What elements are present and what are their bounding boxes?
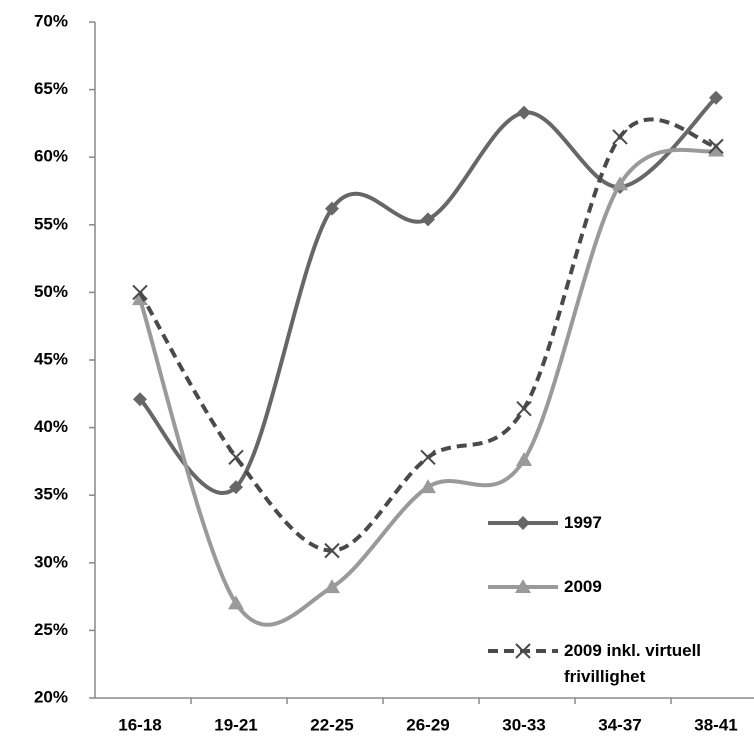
y-tick-label: 55% [34,214,68,233]
data-point [324,542,340,559]
y-tick-label: 65% [34,79,68,98]
data-point [420,479,436,494]
data-point [517,105,531,120]
data-point [229,480,243,495]
y-tick-label: 70% [34,11,68,30]
x-tick-label: 22-25 [310,715,353,734]
x-tick-label: 38-41 [694,715,737,734]
x-tick-label: 34-37 [598,715,641,734]
x-tick-label: 30-33 [502,715,545,734]
legend-label: 1997 [564,513,602,532]
data-point [612,176,628,191]
y-tick-label: 20% [34,687,68,706]
data-point [132,291,148,306]
legend-label: 2009 [564,577,602,596]
data-point [421,212,435,227]
data-point [420,449,436,466]
y-tick-label: 45% [34,349,68,368]
y-tick-label: 50% [34,282,68,301]
data-point [324,579,340,594]
data-point [228,595,244,610]
data-point [132,284,148,301]
x-tick-label: 26-29 [406,715,449,734]
legend-marker [516,516,530,530]
data-point [133,392,147,407]
data-point [708,142,724,157]
y-tick-label: 40% [34,417,68,436]
y-tick-label: 60% [34,147,68,166]
data-point [612,129,628,145]
legend-label: 2009 inkl. virtuell frivillighet [564,641,702,686]
data-point [516,452,532,467]
data-point [516,400,532,417]
data-point [709,90,723,105]
series-line [138,96,718,495]
x-tick-label: 16-18 [118,715,161,734]
data-point [325,201,339,216]
legend-marker [515,579,531,593]
data-point [708,138,724,155]
data-point [228,449,244,466]
x-tick-label: 19-21 [214,715,257,734]
y-tick-label: 35% [34,485,68,504]
y-tick-label: 25% [34,620,68,639]
legend-marker [515,643,531,659]
y-tick-label: 30% [34,552,68,571]
